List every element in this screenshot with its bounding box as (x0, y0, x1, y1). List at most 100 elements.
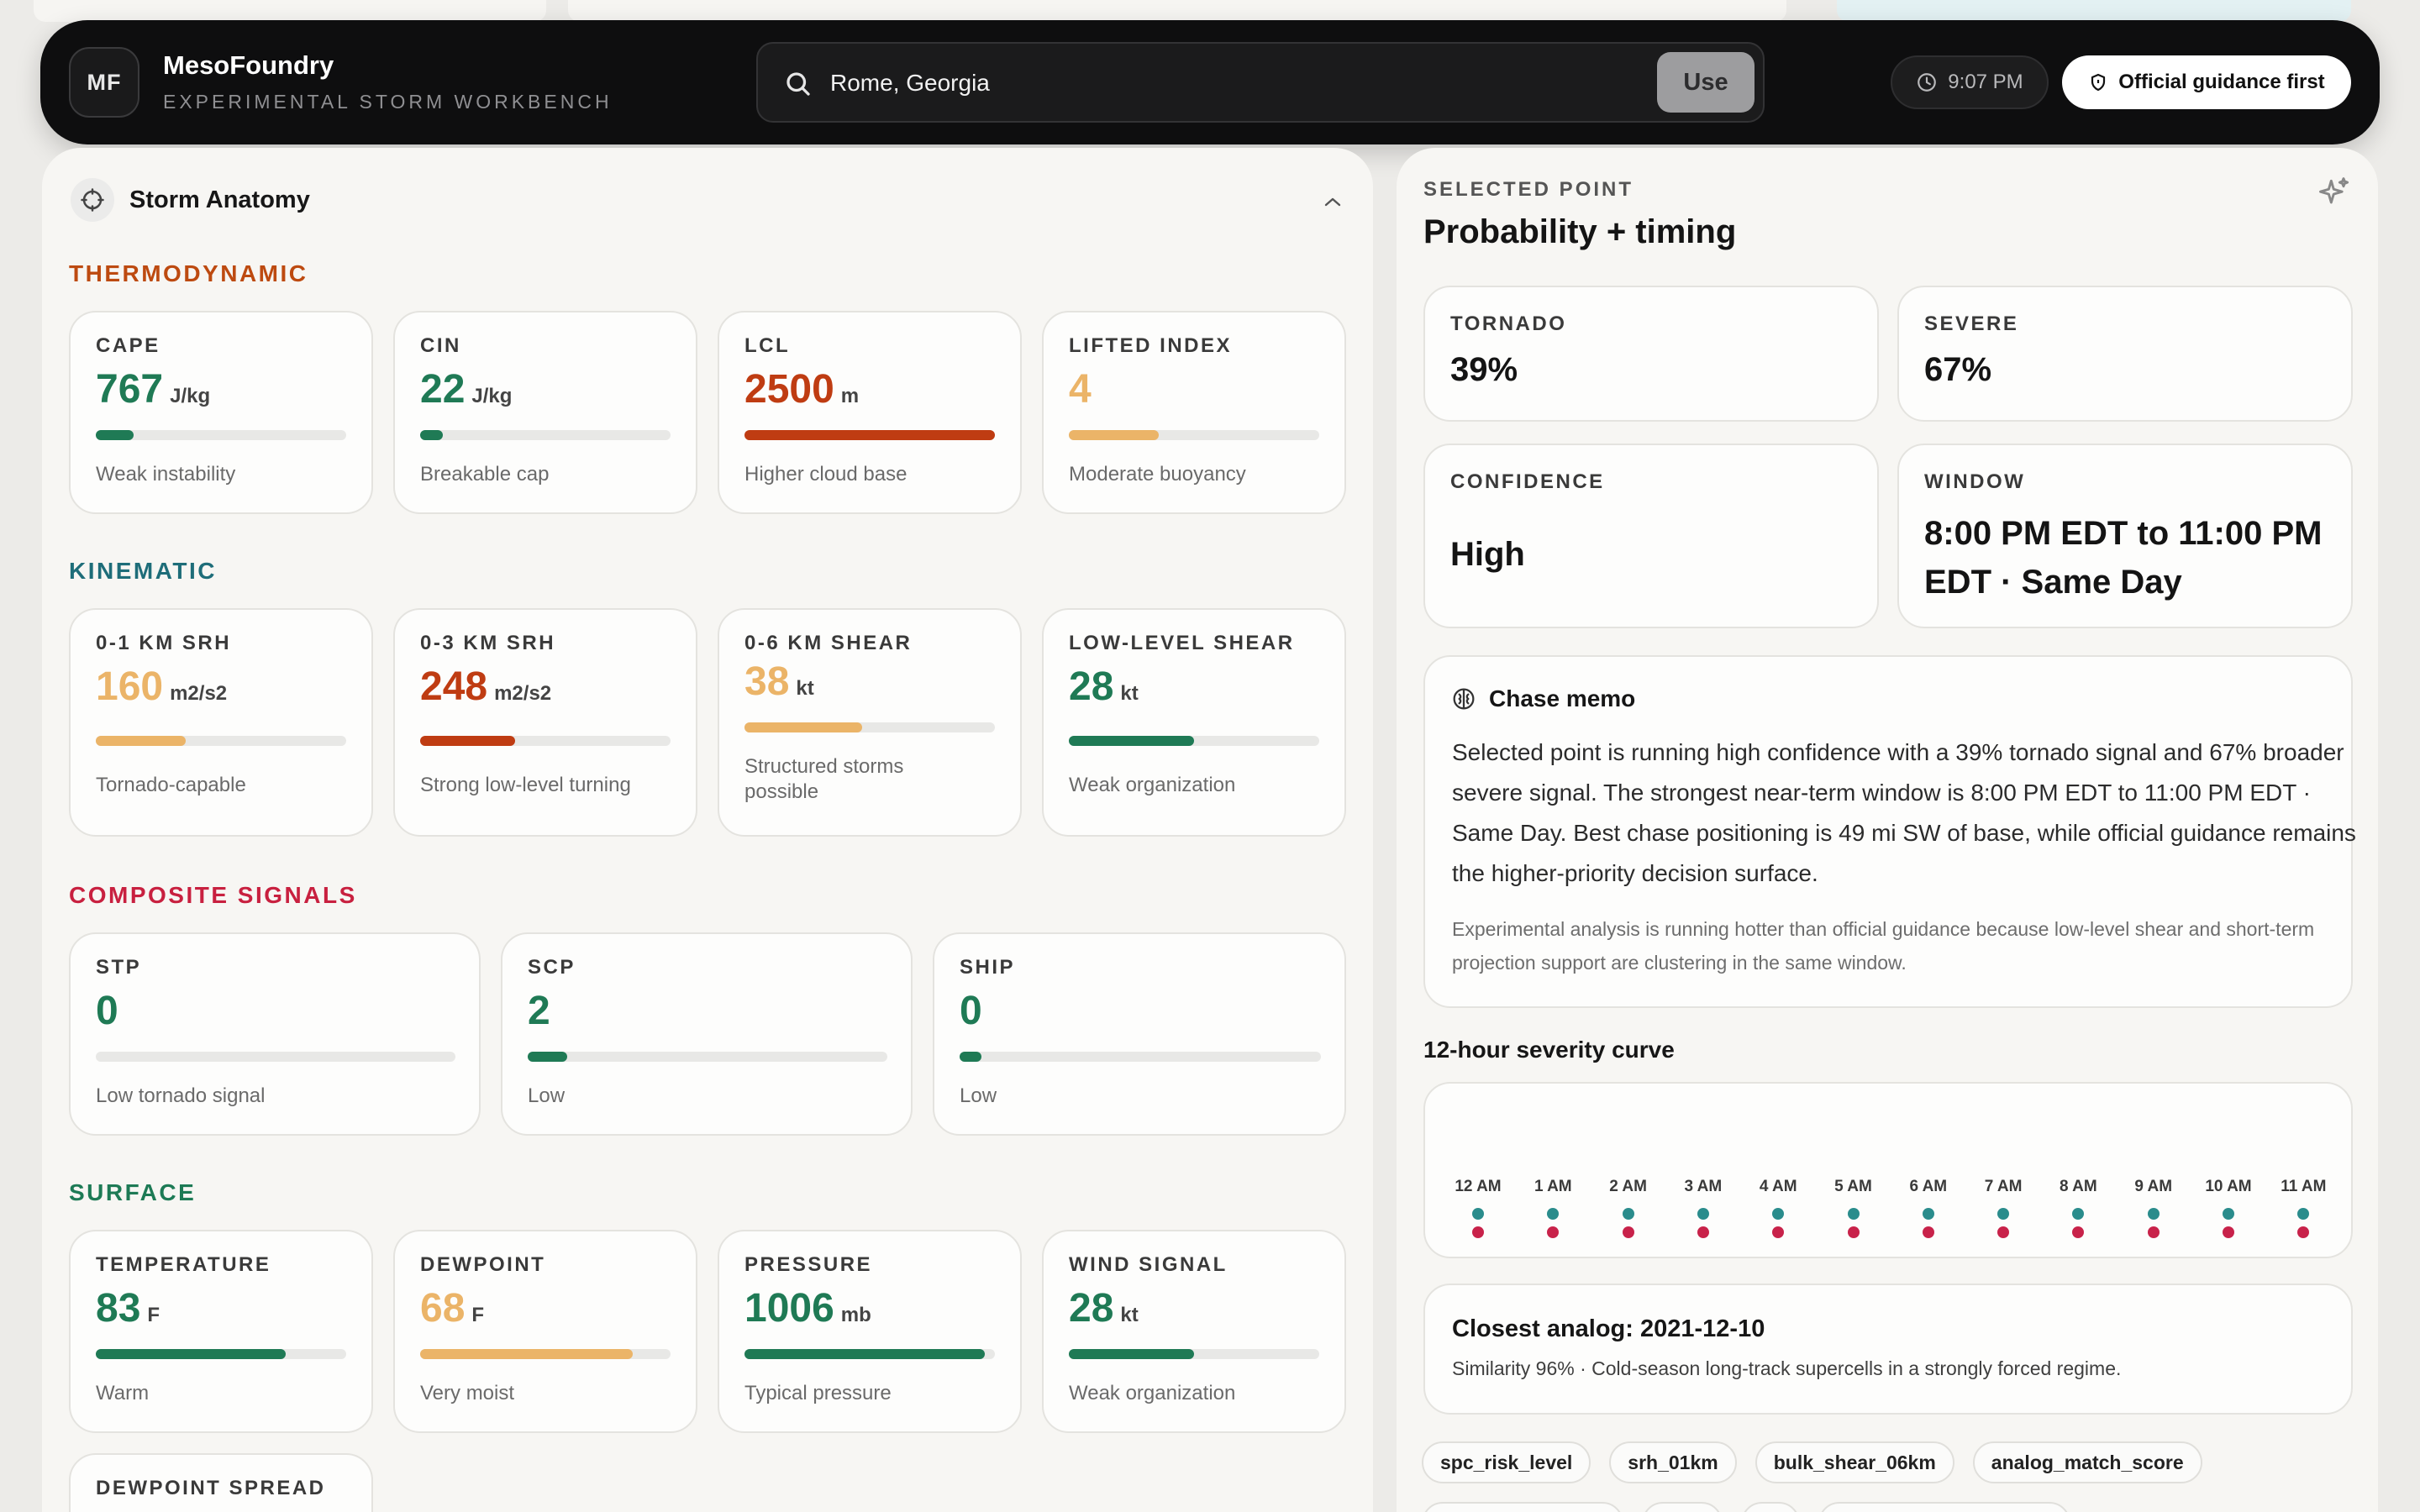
metric-card-cape: CAPE 767 J/kg Weak instability (69, 311, 373, 514)
use-location-button[interactable]: Use (1657, 52, 1754, 113)
metric-number: 0 (96, 989, 118, 1033)
tag-chip[interactable]: srh_01km (1609, 1441, 1737, 1483)
metric-note: Breakable cap (420, 463, 550, 486)
severity-curve-title: 12-hour severity curve (1423, 1037, 1675, 1063)
metric-note: Higher cloud base (744, 463, 908, 486)
hour-column: 2 AM (1591, 1084, 1666, 1257)
metric-bar-fill (528, 1052, 568, 1062)
search-input[interactable] (830, 60, 1586, 106)
hour-label: 1 AM (1534, 1178, 1572, 1195)
metric-label: DEWPOINT SPREAD (96, 1477, 326, 1499)
tag-chip[interactable]: analog_match_score (1972, 1441, 2202, 1483)
top-bar: MF MesoFoundry EXPERIMENTAL STORM WORKBE… (40, 20, 2380, 144)
metric-card-lcl: LCL 2500 m Higher cloud base (718, 311, 1022, 514)
metric-value: 767 J/kg (96, 366, 210, 412)
metric-number: 4 (1069, 367, 1092, 412)
metric-bar (1069, 1349, 1319, 1359)
severe-dot (1622, 1226, 1634, 1238)
metric-number: 28 (1069, 664, 1114, 709)
sparkle-icon[interactable] (2316, 175, 2353, 212)
metric-label: PRESSURE (744, 1253, 873, 1276)
severe-dot (2297, 1226, 2310, 1238)
storm-anatomy-header[interactable]: Storm Anatomy (71, 178, 310, 222)
closest-analog-card: Closest analog: 2021-12-10 Similarity 96… (1423, 1284, 2353, 1415)
metric-card-wind-signal: WIND SIGNAL 28 kt Weak organization (1042, 1230, 1346, 1433)
metric-bar-fill (420, 736, 516, 746)
storm-anatomy-panel: Storm Anatomy THERMODYNAMIC CAPE 767 J/kg… (42, 148, 1373, 1512)
metric-note: Tornado-capable (96, 774, 246, 796)
metric-bar-fill (1069, 430, 1160, 440)
severity-curve-chart: 12 AM 1 AM 2 AM 3 AM 4 AM 5 AM 6 AM 7 AM 8 AM 9 A… (1423, 1082, 2353, 1258)
chevron-up-icon[interactable] (1323, 195, 1343, 208)
metric-label: DEWPOINT (420, 1253, 546, 1276)
factor-tags-row-2 (1422, 1502, 2070, 1512)
confidence-card: CONFIDENCE High (1423, 444, 1879, 628)
metric-bar (96, 430, 346, 440)
metric-number: 83 (96, 1286, 141, 1331)
metric-label: 0-6 KM SHEAR (744, 632, 913, 654)
severe-dot (1997, 1226, 2010, 1238)
metric-bar-fill (96, 430, 134, 440)
tag-chip-partial (1818, 1502, 2070, 1512)
hour-column: 8 AM (2040, 1084, 2116, 1257)
tornado-dot (1997, 1208, 2010, 1220)
metric-bar (420, 736, 671, 746)
metric-value: 68 F (420, 1285, 484, 1331)
group-label-surface: SURFACE (69, 1179, 197, 1205)
metric-number: 28 (1069, 1286, 1114, 1331)
factor-tags: spc_risk_level srh_01km bulk_shear_06km … (1422, 1441, 2202, 1483)
group-label-composite: COMPOSITE SIGNALS (69, 882, 357, 908)
metric-bar (420, 430, 671, 440)
metric-number: 2 (528, 989, 550, 1033)
metric-unit: m2/s2 (494, 682, 552, 705)
brand: MesoFoundry EXPERIMENTAL STORM WORKBENCH (163, 50, 613, 113)
severe-dot (2223, 1226, 2234, 1238)
tag-chip[interactable]: bulk_shear_06km (1754, 1441, 1954, 1483)
metric-value: 2500 m (744, 366, 859, 412)
hour-column: 10 AM (2191, 1084, 2266, 1257)
crosshair-icon (71, 178, 114, 222)
hour-label: 10 AM (2205, 1178, 2252, 1195)
tag-chip[interactable]: spc_risk_level (1422, 1441, 1591, 1483)
shield-icon (2091, 73, 2106, 92)
metric-note: Very moist (420, 1382, 515, 1404)
metric-number: 2500 (744, 367, 834, 412)
closest-analog-subtitle: Similarity 96% · Cold-season long-track … (1452, 1357, 2122, 1379)
metric-label: 0-3 KM SRH (420, 632, 556, 654)
metric-value: 22 J/kg (420, 366, 512, 412)
metric-bar (1069, 736, 1319, 746)
tornado-dot (2297, 1208, 2310, 1220)
confidence-value: High (1450, 536, 1525, 573)
metric-label: TEMPERATURE (96, 1253, 271, 1276)
metric-card-stp: STP 0 Low tornado signal (69, 932, 481, 1136)
metric-note: Strong low-level turning (420, 774, 631, 796)
severity-curve-hours: 12 AM 1 AM 2 AM 3 AM 4 AM 5 AM 6 AM 7 AM 8 AM 9 A… (1425, 1084, 2351, 1257)
metric-bar-fill (1069, 1349, 1194, 1359)
metric-unit: kt (1120, 1304, 1139, 1326)
tornado-dot (2072, 1208, 2085, 1220)
chase-memo-header: Chase memo (1450, 685, 1635, 712)
metric-note: Weak instability (96, 463, 236, 486)
severe-dot (1772, 1226, 1785, 1238)
metric-bar (744, 722, 995, 732)
metric-unit: kt (796, 677, 814, 700)
metric-bar (1069, 430, 1319, 440)
metric-number: 0 (960, 989, 982, 1033)
metric-label: CAPE (96, 334, 160, 357)
metric-number: 38 (744, 659, 790, 704)
hour-column: 4 AM (1740, 1084, 1816, 1257)
current-time: 9:07 PM (1948, 71, 2023, 93)
metric-note: Weak organization (1069, 774, 1236, 796)
hour-column: 3 AM (1665, 1084, 1741, 1257)
window-line-1: 8:00 PM EDT to 11:00 PM (1924, 515, 2323, 552)
hour-label: 4 AM (1759, 1178, 1797, 1195)
metric-number: 248 (420, 664, 488, 709)
severe-dot (1922, 1226, 1934, 1238)
official-guidance-button[interactable]: Official guidance first (2062, 55, 2351, 109)
metric-bar (744, 1349, 995, 1359)
confidence-label: CONFIDENCE (1450, 470, 1605, 493)
background-panel-strip (568, 0, 1786, 22)
metric-note: Structured storms possible (744, 755, 904, 803)
metric-label: WIND SIGNAL (1069, 1253, 1228, 1276)
metric-note: Weak organization (1069, 1382, 1236, 1404)
